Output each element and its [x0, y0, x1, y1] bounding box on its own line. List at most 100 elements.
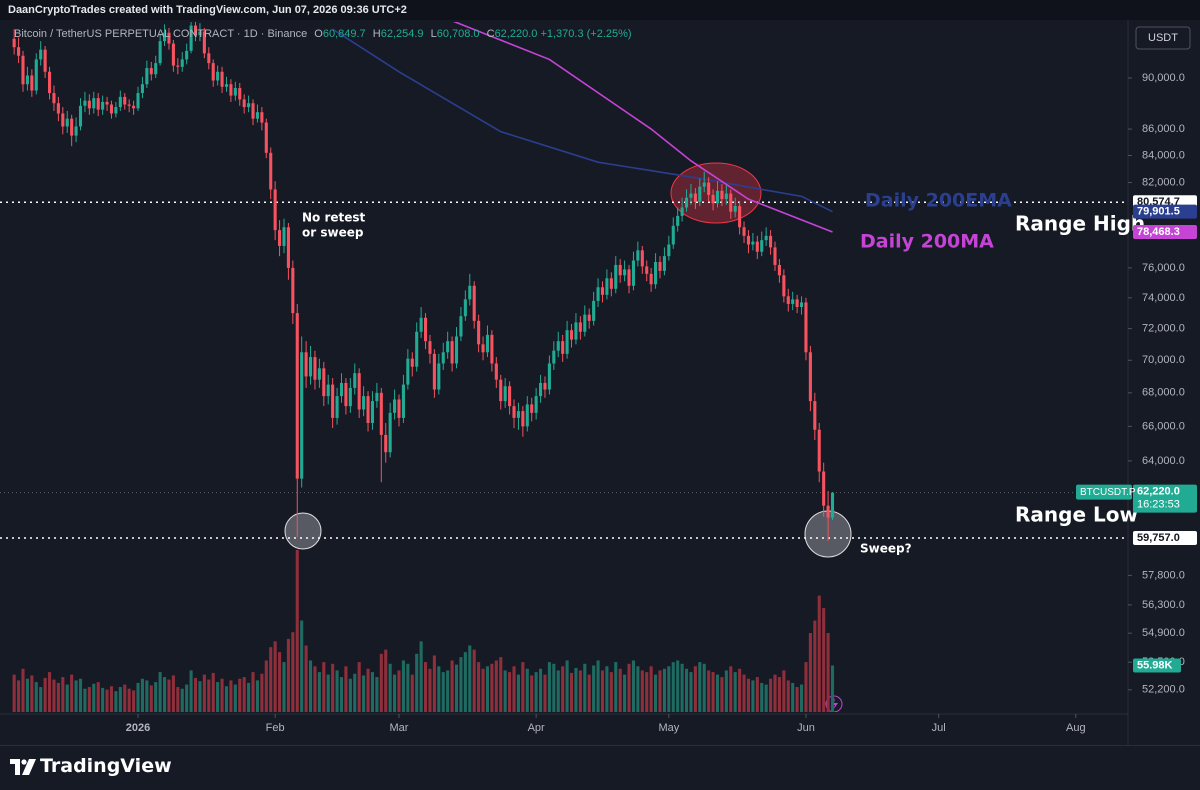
candle-body	[39, 49, 43, 60]
volume-bar	[198, 681, 202, 712]
volume-bar	[163, 677, 167, 712]
volume-bar	[769, 678, 773, 712]
price-label-bg	[1133, 224, 1197, 239]
volume-bar	[618, 668, 622, 712]
candle-body	[322, 368, 326, 397]
candle-body	[791, 299, 795, 304]
candle-body	[552, 350, 556, 364]
volume-bar	[799, 684, 804, 712]
currency-box[interactable]	[1135, 26, 1191, 50]
legend-key: H	[372, 28, 381, 40]
candle-body	[313, 357, 317, 380]
candle-body	[751, 241, 755, 245]
candle-body	[676, 215, 680, 226]
candle-body	[432, 353, 436, 390]
volume-bar	[322, 662, 326, 712]
x-tick-label: Mar	[390, 722, 409, 734]
candle-body	[30, 75, 34, 91]
volume-bar	[92, 683, 96, 712]
candle-body	[247, 103, 251, 108]
candle-body	[238, 88, 242, 100]
candle-body	[817, 429, 821, 472]
volume-bar	[247, 682, 251, 712]
candle-body	[733, 206, 737, 212]
candle-body	[454, 336, 459, 364]
volume-bar	[446, 670, 450, 712]
volume-bar	[684, 668, 689, 712]
moving-average-line	[453, 22, 833, 233]
volume-bar	[485, 666, 490, 712]
candle-body	[61, 113, 65, 127]
candle-body	[543, 382, 547, 390]
volume-bar	[733, 672, 737, 712]
candle-body	[826, 505, 830, 518]
volume-bar	[216, 682, 220, 712]
volume-bar	[357, 662, 361, 712]
candle-body	[715, 190, 720, 204]
candle-body	[419, 317, 423, 332]
volume-bar	[578, 670, 582, 712]
candle-body	[198, 31, 202, 36]
candle-body	[693, 193, 697, 202]
volume-bar	[707, 670, 711, 712]
volume-bar	[565, 660, 569, 712]
volume-bar	[127, 688, 131, 712]
volume-bar	[512, 666, 516, 712]
currency[interactable]: USDT	[1148, 32, 1178, 44]
level-annotation: Range High	[1015, 212, 1145, 236]
candle-body	[406, 358, 410, 385]
price-label: 79,901.5	[1137, 206, 1180, 218]
y-tick-label: 82,000.0	[1142, 176, 1185, 188]
candle-body	[286, 227, 290, 268]
candle-body	[96, 98, 100, 110]
candle-body	[755, 241, 759, 252]
candle-body	[220, 71, 224, 87]
candle-body	[366, 396, 370, 423]
volume-bar	[167, 679, 171, 712]
volume-bar	[711, 672, 715, 712]
volume-bar	[627, 663, 631, 712]
candle-body	[649, 273, 653, 285]
volume-bar	[795, 687, 799, 712]
volume-bar	[494, 660, 498, 712]
volume-bar	[193, 677, 198, 712]
volume-bar	[755, 677, 759, 712]
candle-body	[468, 285, 472, 300]
y-tick-label: 84,000.0	[1142, 149, 1185, 161]
volume-bar	[61, 677, 65, 712]
candle-body	[339, 382, 344, 397]
symbol-label-bg	[1076, 484, 1132, 500]
volume-bar	[676, 660, 680, 712]
candle-body	[658, 262, 662, 271]
candle-body	[357, 373, 361, 410]
candle-body	[437, 363, 441, 390]
volume-bar	[269, 647, 273, 712]
candle-body	[317, 368, 321, 380]
candle-body	[348, 387, 352, 407]
overlay-annotation: Daily 200MA	[860, 231, 994, 253]
volume-bar	[746, 678, 751, 712]
symbol-title: Bitcoin / TetherUS PERPETUAL CONTRACT · …	[14, 28, 308, 40]
candle-body	[304, 352, 308, 377]
volume-bar	[539, 668, 543, 712]
legend-key: L	[430, 28, 437, 40]
volume-bar	[689, 672, 693, 712]
candle-body	[777, 264, 781, 276]
symbol-label: BTCUSDT.P	[1080, 487, 1136, 498]
volume-bar	[47, 672, 52, 712]
candle-body	[180, 59, 184, 67]
volume-bar	[366, 668, 370, 712]
candle-body	[662, 256, 666, 271]
candle-body	[782, 275, 786, 297]
volume-bar	[777, 677, 781, 712]
candle-body	[707, 182, 711, 195]
candle-body	[12, 38, 16, 48]
volume-bar	[295, 549, 299, 712]
candle-body	[87, 100, 91, 109]
volume-bar	[472, 649, 476, 712]
candle-body	[43, 49, 47, 72]
volume-bar	[39, 687, 43, 712]
candle-body	[401, 384, 405, 418]
volume-bar	[384, 649, 388, 712]
volume-bar	[273, 641, 277, 712]
